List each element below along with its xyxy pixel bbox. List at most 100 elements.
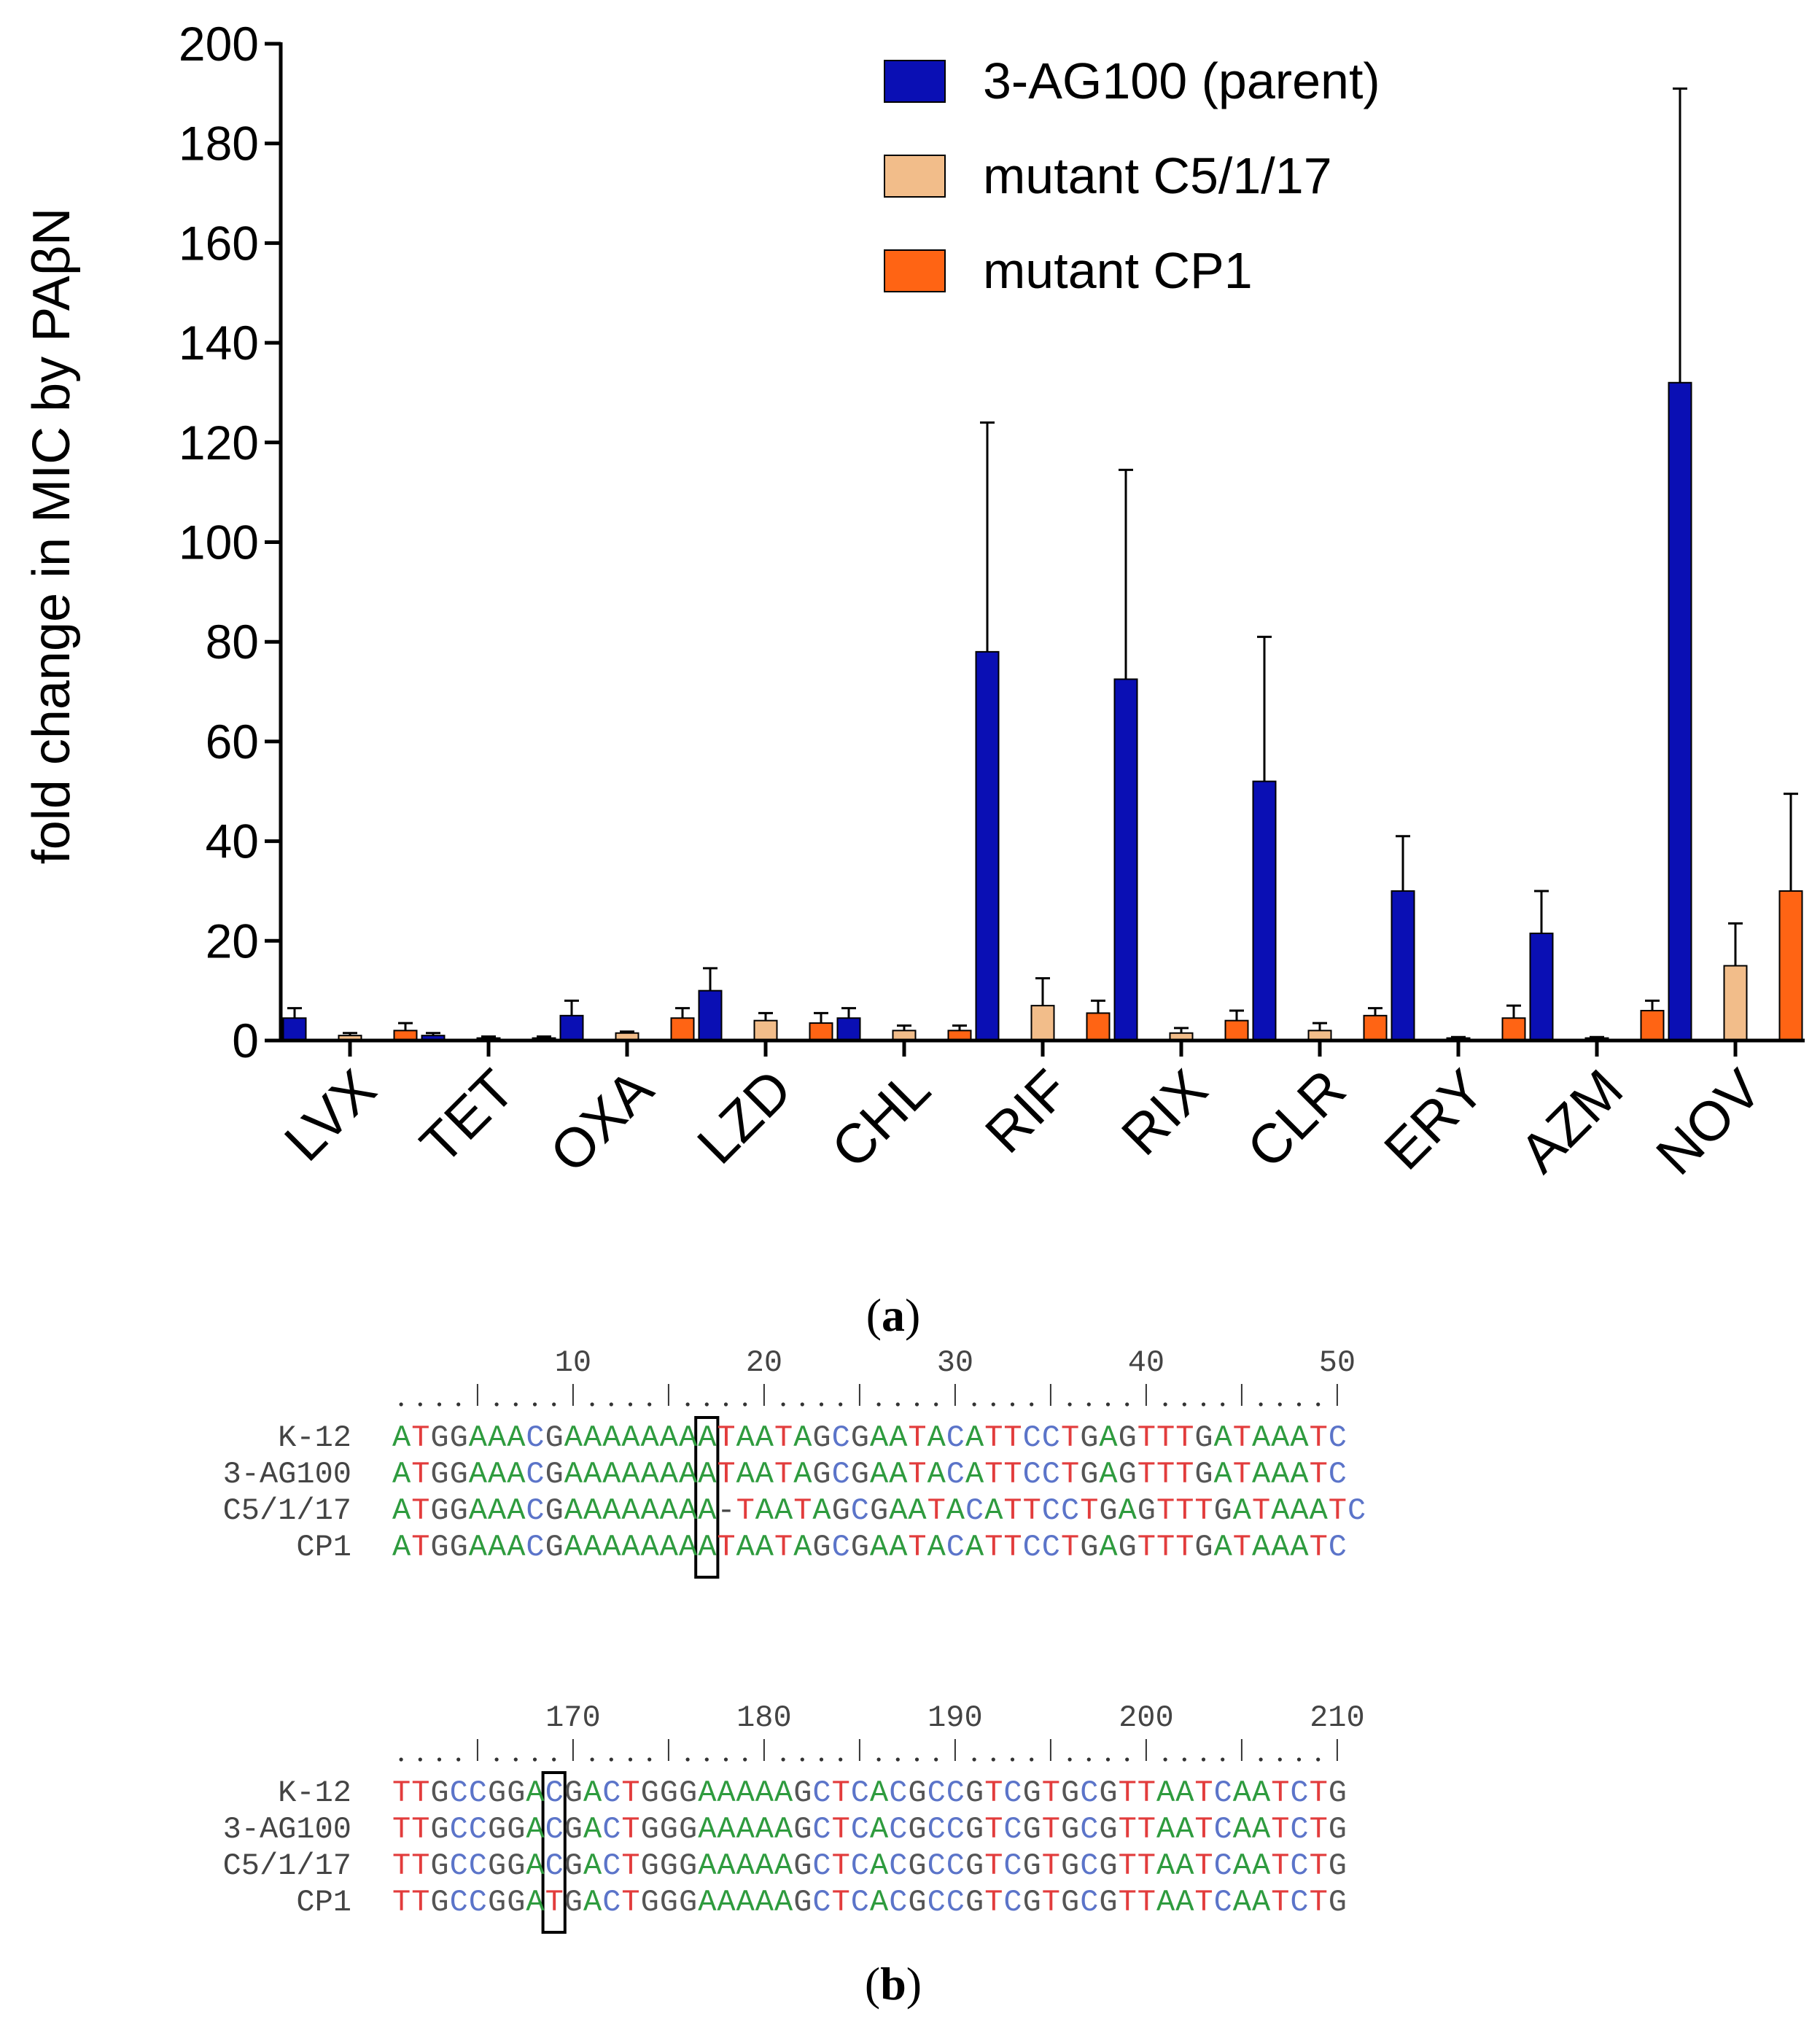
position-label: 210 (1310, 1700, 1365, 1735)
sequence-c5-1-17: TTGCCGGACGACTGGGAAAAAGCTCACGCCGTCGTGCGTT… (392, 1848, 1347, 1883)
sequence-cp1: ATGGAAACGAAAAAAAATAATAGCGAATACATTCCTGAGT… (392, 1530, 1347, 1565)
x-tick-label: RIF (973, 1058, 1081, 1165)
legend-label: 3-AG100 (parent) (983, 52, 1380, 109)
caption-b-close: ) (906, 1958, 922, 2010)
x-tick-label: ERY (1372, 1058, 1496, 1182)
error-bar-clr-series-3 (1368, 1007, 1382, 1016)
y-tick-label: 60 (206, 715, 259, 769)
legend-item-2: mutant C5/1/17 (884, 147, 1332, 204)
x-tick-label: LZD (685, 1058, 804, 1176)
position-label: 30 (937, 1345, 973, 1380)
legend-swatch (884, 60, 946, 103)
caption-b-letter: b (880, 1958, 906, 2010)
sequence-k-12: ATGGAAACGAAAAAAAATAATAGCGAATACATTCCTGAGT… (392, 1420, 1347, 1455)
position-label: 40 (1128, 1345, 1164, 1380)
position-label: 170 (545, 1700, 601, 1735)
sequence-name: 3-AG100 (223, 1457, 351, 1492)
bar-azm-series-1 (1529, 933, 1554, 1041)
error-bar-tet-series-2 (481, 1035, 496, 1038)
legend-label: mutant CP1 (983, 242, 1253, 299)
caption-b-open: ( (865, 1958, 880, 2010)
position-label: 50 (1319, 1345, 1356, 1380)
bar-nov-series-3 (1778, 890, 1803, 1041)
position-label: 200 (1119, 1700, 1174, 1735)
legend-item-3: mutant CP1 (884, 242, 1253, 299)
error-bar-nov-series-2 (1728, 922, 1743, 966)
bar-azm-series-3 (1640, 1009, 1665, 1041)
position-label: 20 (746, 1345, 782, 1380)
sequence-name: K-12 (278, 1776, 351, 1811)
error-bar-rix-series-2 (1174, 1027, 1189, 1033)
error-bar-lvx-series-1 (287, 1007, 302, 1019)
x-tick-label: TET (408, 1058, 526, 1176)
mutation-highlight-box (541, 1771, 567, 1934)
y-tick-label: 140 (179, 316, 259, 370)
error-bar-lvx-series-3 (398, 1022, 413, 1031)
alignment-block-2: 170 180 190 200 210 K-12 TTGCCGGACGACTGGGAAAAA… (223, 1700, 1365, 1934)
y-tick-label: 160 (179, 216, 259, 270)
error-bar-rif-series-3 (1091, 999, 1105, 1014)
y-tick-label: 120 (179, 416, 259, 470)
y-tick-label: 100 (179, 516, 259, 569)
bar-oxa-series-3 (670, 1017, 695, 1042)
y-tick-label: 40 (206, 814, 259, 868)
bar-rif-series-3 (1086, 1012, 1111, 1041)
caption-a-letter: a (882, 1289, 905, 1341)
position-label: 180 (736, 1700, 792, 1735)
x-tick-label: AZM (1508, 1058, 1635, 1185)
x-tick-label: CLR (1235, 1058, 1358, 1181)
error-bar-ery-series-3 (1506, 1004, 1521, 1019)
sequence-k-12: TTGCCGGACGACTGGGAAAAAGCTCACGCCGTCGTGCGTT… (392, 1776, 1347, 1811)
error-bar-lzd-series-2 (758, 1011, 773, 1021)
bar-nov-series-1 (1668, 381, 1692, 1041)
error-bar-tet-series-1 (426, 1032, 440, 1036)
bar-ery-series-3 (1501, 1017, 1526, 1042)
bar-lzd-series-2 (753, 1019, 778, 1042)
x-tick-label: NOV (1644, 1058, 1773, 1187)
bar-rif-series-1 (975, 650, 1000, 1041)
panel-b-caption: (b) (865, 1958, 922, 2010)
bar-lvx-series-1 (282, 1017, 307, 1042)
error-bar-lzd-series-3 (814, 1011, 828, 1024)
legend-swatch (884, 249, 946, 292)
error-bar-chl-series-3 (952, 1024, 967, 1031)
x-tick-label: OXA (538, 1058, 665, 1185)
error-bar-azm-series-1 (1534, 890, 1549, 934)
sequence-name: K-12 (278, 1420, 351, 1455)
position-label: 10 (555, 1345, 591, 1380)
alignment-ruler (399, 1739, 1338, 1762)
sequence-name: C5/1/17 (223, 1848, 351, 1883)
bar-nov-series-2 (1723, 965, 1748, 1041)
error-bar-rif-series-2 (1035, 977, 1050, 1006)
error-bar-azm-series-2 (1590, 1035, 1604, 1038)
y-tick-label: 0 (232, 1014, 259, 1068)
bar-clr-series-3 (1363, 1014, 1388, 1041)
x-tick-label: LVX (273, 1058, 388, 1173)
bar-lzd-series-1 (698, 989, 723, 1042)
legend: 3-AG100 (parent) mutant C5/1/17 mutant CP1 (884, 52, 1380, 299)
axes-layer (265, 42, 1805, 1057)
error-bar-rif-series-1 (980, 421, 995, 652)
bar-oxa-series-1 (559, 1014, 584, 1041)
sequence-name: CP1 (296, 1885, 351, 1920)
bar-clr-series-1 (1252, 780, 1277, 1041)
error-bar-rix-series-3 (1229, 1009, 1244, 1021)
caption-a-close: ) (905, 1289, 920, 1341)
error-bar-lzd-series-1 (703, 967, 718, 991)
bar-chl-series-1 (836, 1017, 861, 1042)
error-bar-ery-series-2 (1451, 1035, 1466, 1038)
error-bar-lvx-series-2 (343, 1032, 357, 1036)
bar-rix-series-3 (1224, 1019, 1249, 1042)
error-bar-rix-series-1 (1119, 468, 1133, 680)
sequence-name: 3-AG100 (223, 1812, 351, 1847)
bar-rif-series-2 (1030, 1005, 1055, 1042)
error-bar-clr-series-1 (1257, 635, 1272, 782)
x-tick-label: CHL (820, 1058, 942, 1181)
caption-a-open: ( (866, 1289, 882, 1341)
sequence-alignments: 10 20 30 40 50 K-12 ATGGAAACGAAAAAAAATAATAGCGA… (223, 1345, 1366, 1934)
alignment-ruler (399, 1384, 1338, 1407)
error-bar-nov-series-1 (1673, 88, 1687, 383)
y-tick-label: 180 (179, 117, 259, 171)
error-bar-clr-series-2 (1312, 1022, 1327, 1031)
